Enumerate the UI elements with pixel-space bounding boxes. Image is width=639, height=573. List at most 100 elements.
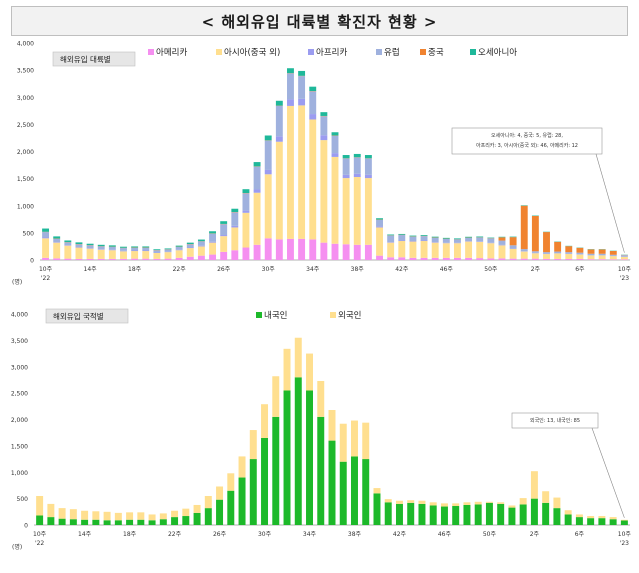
bar-segment (175, 257, 183, 260)
bar-segment (231, 227, 239, 251)
legend-swatch (376, 49, 382, 55)
bar-segment (287, 105, 294, 239)
bar-segment (364, 244, 372, 260)
bar-segment (53, 258, 61, 260)
bar-segment (409, 235, 417, 237)
bar-segment (193, 512, 201, 525)
bar-segment (565, 254, 573, 259)
bar-segment (364, 178, 372, 245)
bar-segment (454, 243, 461, 258)
bar-segment (320, 140, 328, 243)
x-tick-label: 42주 (395, 266, 409, 273)
bar-segment (609, 259, 617, 260)
bar-segment (609, 517, 617, 520)
bar-segment (120, 246, 127, 248)
bar-segment (197, 255, 205, 260)
bar-segment (114, 520, 122, 525)
x-tick-label: 46주 (438, 531, 452, 538)
legend-swatch (308, 49, 314, 55)
bar-segment (331, 153, 339, 157)
bar-segment (309, 239, 317, 260)
bar-segment (609, 254, 617, 256)
bar-segment (64, 240, 72, 243)
legend-label: 오세아니아 (478, 47, 517, 58)
bar-segment (320, 135, 328, 141)
bar-segment (120, 258, 127, 260)
bar-segment (519, 498, 527, 505)
bar-segment (317, 416, 325, 525)
bar-segment (164, 248, 172, 250)
bar-segment (587, 259, 595, 260)
bar-segment (465, 236, 473, 238)
bar-segment (543, 252, 550, 254)
bar-segment (531, 258, 539, 260)
bar-segment (142, 246, 150, 248)
bar-segment (186, 256, 194, 260)
x-tick-label: 10주 (39, 266, 53, 273)
bar-segment (342, 158, 350, 175)
bar-segment (509, 236, 517, 238)
bar-segment (465, 257, 473, 260)
bar-segment (331, 243, 339, 260)
bar-segment (351, 456, 358, 525)
bar-segment (42, 228, 50, 232)
x-tick-label: 18주 (128, 266, 142, 273)
bar-segment (137, 512, 145, 520)
bar-segment (498, 237, 506, 241)
bar-segment (108, 245, 116, 247)
x-tick-label: 6주 (575, 266, 585, 273)
bar-segment (120, 250, 127, 252)
bar-segment (103, 511, 111, 521)
bar-segment (209, 241, 216, 243)
bar-segment (126, 512, 134, 520)
bar-segment (620, 255, 628, 257)
bar-segment (452, 503, 460, 507)
bar-segment (171, 517, 179, 525)
bar-segment (320, 242, 328, 260)
bar-segment (86, 243, 94, 246)
bar-segment (463, 502, 471, 505)
bar-segment (598, 253, 606, 256)
bar-segment (298, 76, 306, 99)
x-tick-label: 50주 (484, 266, 498, 273)
bar-segment (69, 519, 77, 525)
bar-segment (186, 244, 194, 248)
bar-segment (275, 239, 283, 260)
bar-segment (454, 239, 461, 243)
x-tick-sublabel: '22 (41, 275, 50, 282)
bar-segment (442, 257, 450, 260)
bar-segment (509, 258, 517, 260)
bar-segment (242, 212, 250, 248)
bar-segment (553, 497, 561, 509)
bar-segment (283, 390, 291, 525)
bar-segment (454, 238, 461, 240)
bar-segment (197, 239, 205, 242)
bar-segment (231, 208, 239, 212)
bar-segment (498, 258, 506, 260)
y-axis-unit: (명) (12, 543, 22, 551)
bar-segment (264, 174, 272, 239)
bar-segment (209, 233, 216, 242)
bar-segment (294, 377, 302, 525)
bar-segment (418, 500, 426, 504)
bar-segment (353, 157, 361, 174)
bar-segment (620, 519, 628, 521)
bar-segment (294, 337, 302, 378)
bar-segment (75, 244, 83, 247)
x-tick-label: 10주 (33, 531, 47, 538)
continent-chart: 0 500 1,000 1,500 2,000 2,500 3,000 3,500 4,000 1… (12, 41, 631, 287)
bar-segment (253, 192, 261, 245)
bar-segment (487, 258, 495, 260)
bar-segment (387, 242, 395, 258)
bar-segment (64, 245, 72, 259)
bar-segment (429, 505, 437, 525)
bar-segment (339, 423, 347, 462)
bar-segment (407, 502, 415, 525)
bar-segment (249, 459, 257, 525)
bar-segment (476, 236, 484, 238)
bar-segment (328, 440, 336, 525)
y-tick-label: 1,000 (17, 203, 34, 210)
bar-segment (264, 169, 272, 175)
bar-segment (216, 486, 224, 500)
bar-segment (86, 248, 94, 259)
